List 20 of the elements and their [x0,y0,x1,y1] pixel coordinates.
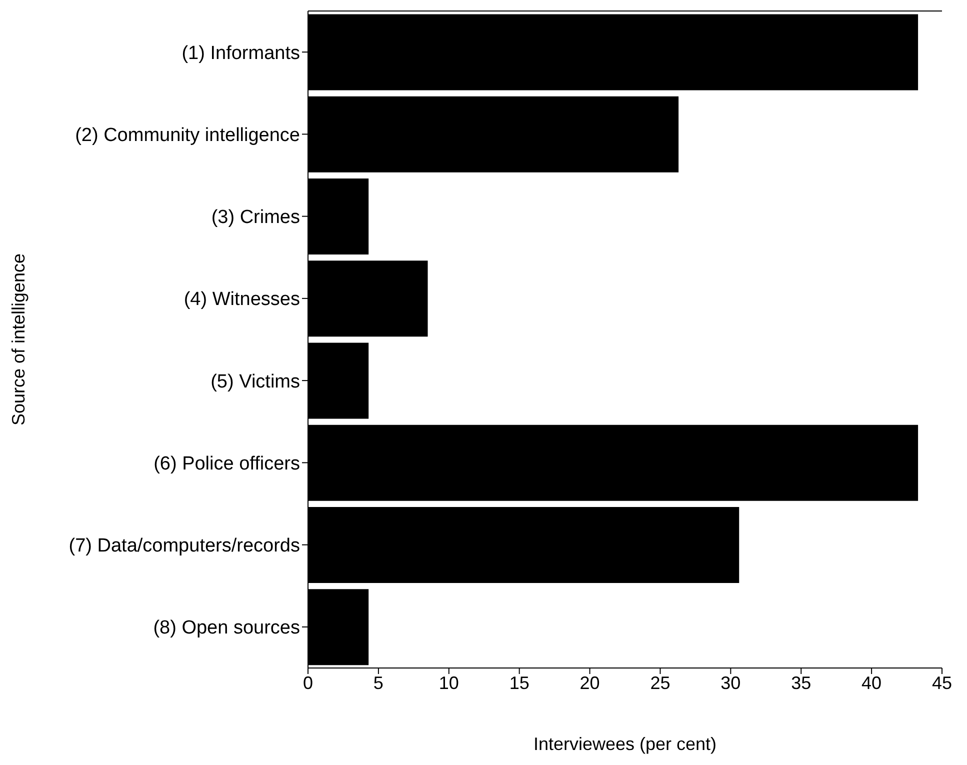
y-axis-title: Source of intelligence [8,253,28,426]
y-tick-label: (2) Community intelligence [75,124,300,146]
x-tick-label: 10 [438,672,459,693]
x-axis-title: Interviewees (per cent) [533,734,717,754]
y-tick-label: (8) Open sources [153,618,300,639]
x-tick-label: 25 [650,672,670,693]
x-tick-label: 20 [580,672,600,693]
x-tick-label: 40 [862,672,882,693]
y-tick-label: (4) Witnesses [184,289,300,310]
x-tick-label: 0 [302,672,314,693]
y-tick-label: (1) Informants [182,42,300,64]
x-tick-label: 35 [791,672,812,693]
y-tick-label: (3) Crimes [211,207,300,228]
x-tick-label: 5 [373,672,384,693]
x-tick-label: 30 [720,672,741,693]
x-tick-label: 15 [509,672,530,693]
x-tick-label: 45 [932,672,952,693]
y-tick-label: (7) Data/computers/records [68,536,300,557]
y-tick-label: (5) Victims [210,371,300,392]
y-tick-label: (6) Police officers [154,453,300,474]
